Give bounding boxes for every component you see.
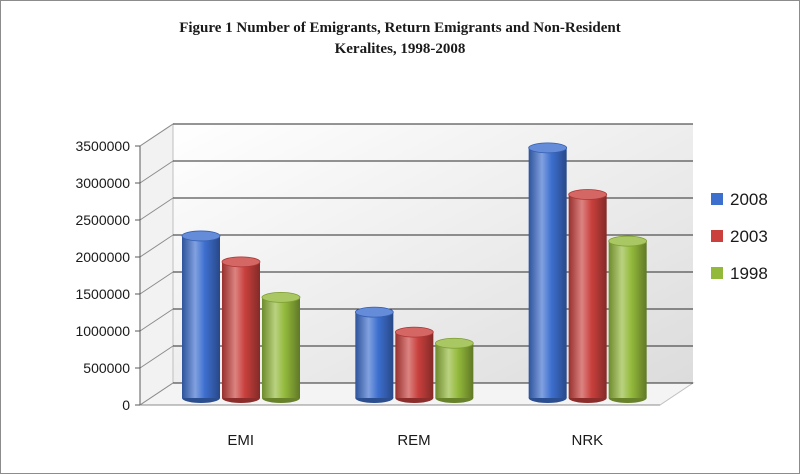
bar-top xyxy=(608,235,648,247)
bar-top xyxy=(434,337,474,349)
bar-nrk-1998 xyxy=(608,235,648,403)
bar-body xyxy=(568,194,607,398)
y-tick-label: 2500000 xyxy=(75,212,130,228)
y-tick-label: 3000000 xyxy=(75,175,130,191)
legend-label-1998: 1998 xyxy=(730,264,768,283)
bar-top xyxy=(181,230,221,242)
legend-swatch-1998 xyxy=(711,267,723,279)
y-tick-label: 2000000 xyxy=(75,249,130,265)
y-tick-label: 3500000 xyxy=(75,138,130,154)
x-category-label: REM xyxy=(397,432,430,449)
bar-nrk-2008 xyxy=(528,142,568,403)
bar-rem-2003 xyxy=(394,326,434,403)
bar-body xyxy=(435,343,474,398)
bar-body xyxy=(222,261,260,398)
legend-swatch-2008 xyxy=(711,193,723,205)
gridline-depth xyxy=(139,234,174,258)
x-category-label: EMI xyxy=(227,432,254,449)
y-tick-label: 500000 xyxy=(83,360,130,376)
bar-body xyxy=(262,297,300,398)
gridline-depth xyxy=(139,271,174,295)
bar-rem-2008 xyxy=(354,306,394,403)
gridline-depth xyxy=(139,345,174,369)
bar-body xyxy=(355,312,394,398)
bar-emi-2008 xyxy=(181,230,221,403)
legend-label-2003: 2003 xyxy=(730,227,768,246)
bar-top xyxy=(221,256,261,268)
y-tick-label: 1500000 xyxy=(75,286,130,302)
bar-nrk-2003 xyxy=(568,189,608,403)
y-tick-label: 1000000 xyxy=(75,323,130,339)
y-tick-label: 0 xyxy=(122,397,130,413)
chart-title-line1: Figure 1 Number of Emigrants, Return Emi… xyxy=(179,20,621,36)
gridline-depth xyxy=(139,160,174,184)
gridline-depth xyxy=(139,123,174,147)
bar-top xyxy=(354,306,394,318)
bar-body xyxy=(528,147,567,398)
bar-top xyxy=(261,291,301,303)
bar-emi-2003 xyxy=(221,256,261,403)
bar-top xyxy=(568,189,608,200)
gridline-depth xyxy=(139,308,174,332)
x-category-label: NRK xyxy=(571,432,603,449)
legend-swatch-2003 xyxy=(711,230,723,242)
bar-emi-1998 xyxy=(261,291,301,403)
chart-title-line2: Keralites, 1998-2008 xyxy=(334,41,466,57)
bar-body xyxy=(182,235,220,398)
bar-body xyxy=(608,241,647,398)
gridline-depth xyxy=(139,197,174,221)
legend-label-2008: 2008 xyxy=(730,190,768,209)
bar-rem-1998 xyxy=(434,337,474,403)
gridline-depth xyxy=(139,382,174,406)
side-wall xyxy=(139,123,174,406)
bar-top xyxy=(528,142,568,154)
bar-top xyxy=(394,326,434,338)
bar-body xyxy=(395,332,434,398)
